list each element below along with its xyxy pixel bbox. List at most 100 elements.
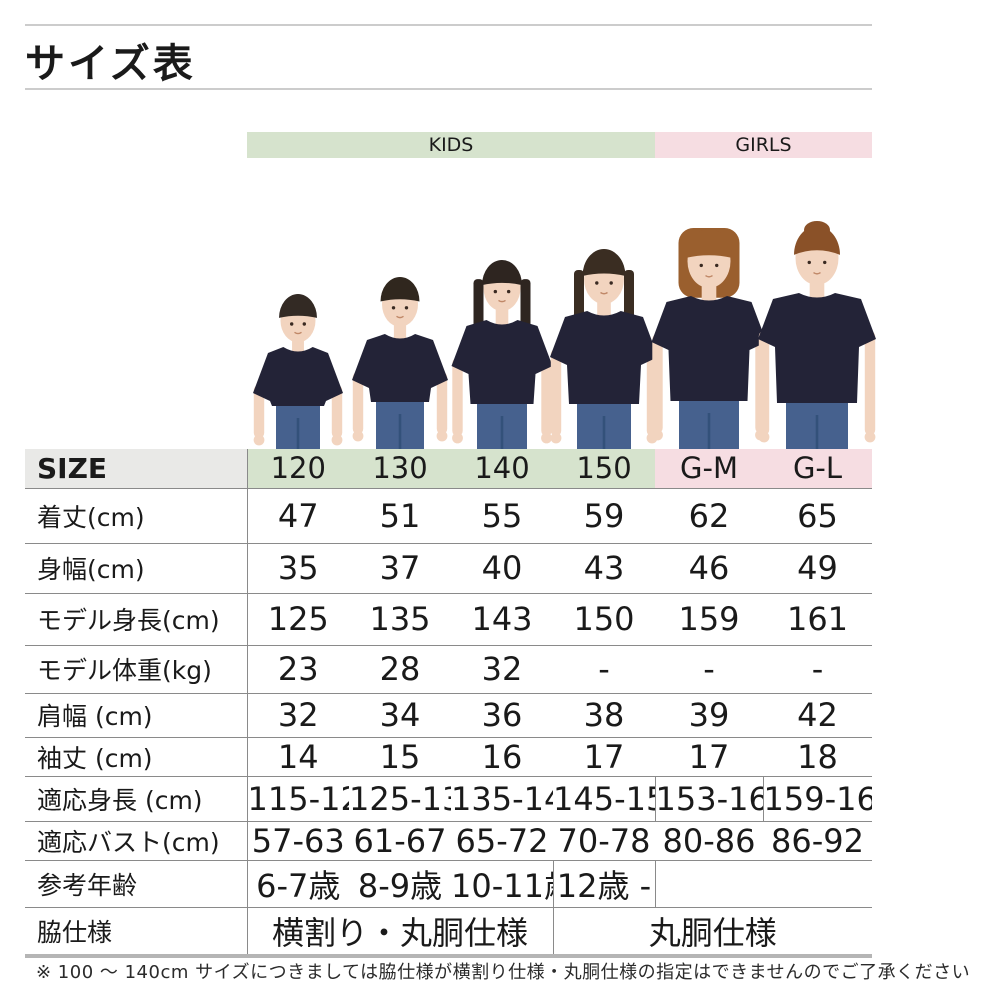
- data-cell: 65: [763, 488, 872, 544]
- data-cell: 51: [349, 488, 451, 544]
- data-cell: 153-160: [654, 776, 764, 822]
- data-cell: 57-63: [247, 821, 349, 861]
- data-cell: 70-78: [553, 821, 655, 861]
- data-cell: 17: [553, 737, 655, 777]
- data-cell: 42: [763, 693, 872, 738]
- data-cell: 46: [655, 543, 763, 594]
- col-header-140: 140: [451, 449, 553, 489]
- table-row: 脇仕様 横割り・丸胴仕様 丸胴仕様: [25, 907, 872, 958]
- group-header-kids: KIDS: [247, 132, 655, 158]
- page-title: サイズ表: [25, 41, 196, 87]
- data-cell: 150: [553, 593, 655, 646]
- footnote: ※ 100 ～ 140cm サイズにつきましては脇仕様が横割り仕様・丸胴仕様の指…: [36, 962, 971, 983]
- col-header-g-l: G-L: [763, 449, 872, 489]
- data-cell: 12歳 -: [552, 860, 656, 908]
- data-cell: 159-166: [763, 776, 872, 822]
- row-label: 身幅(cm): [25, 543, 248, 594]
- row-label: モデル身長(cm): [25, 593, 248, 646]
- data-cell: 86-92: [763, 821, 872, 861]
- table-row: 適応身長 (cm) 115-125 125-135 135-145 145-15…: [25, 776, 872, 822]
- row-label: 着丈(cm): [25, 488, 248, 544]
- title-rule-bottom: [25, 88, 872, 90]
- row-label: 参考年齢: [25, 860, 248, 908]
- data-cell: 49: [763, 543, 872, 594]
- data-cell: 61-67: [349, 821, 451, 861]
- data-cell: 62: [655, 488, 763, 544]
- col-header-130: 130: [349, 449, 451, 489]
- col-header-g-m: G-M: [655, 449, 763, 489]
- data-cell: 17: [655, 737, 763, 777]
- table-row: 適応バスト(cm) 57-63 61-67 65-72 70-78 80-86 …: [25, 821, 872, 861]
- model-photo-120: [253, 294, 343, 449]
- data-cell: 39: [655, 693, 763, 738]
- col-header-150: 150: [553, 449, 655, 489]
- data-cell: 125: [247, 593, 349, 646]
- title-rule-top: [25, 24, 872, 26]
- col-header-120: 120: [247, 449, 349, 489]
- row-label: 肩幅 (cm): [25, 693, 248, 738]
- data-cell: -: [553, 645, 655, 694]
- data-cell: 34: [349, 693, 451, 738]
- data-cell: -: [655, 645, 763, 694]
- data-cell: 15: [349, 737, 451, 777]
- models-photo-row: [253, 221, 876, 449]
- group-header-girls: GIRLS: [655, 132, 872, 158]
- data-cell: 28: [349, 645, 451, 694]
- size-table: SIZE 120 130 140 150 G-M G-L 着丈(cm) 47 5…: [25, 449, 872, 958]
- model-photo-G-M: [651, 228, 767, 449]
- table-row: 袖丈 (cm) 14 15 16 17 17 18: [25, 737, 872, 777]
- data-cell: 36: [451, 693, 553, 738]
- data-cell: 32: [451, 645, 553, 694]
- model-photo-G-L: [758, 221, 876, 449]
- data-cell: 80-86: [655, 821, 763, 861]
- data-cell: 8-9歳: [349, 860, 451, 908]
- data-cell: 55: [451, 488, 553, 544]
- data-cell: 143: [451, 593, 553, 646]
- table-row: 肩幅 (cm) 32 34 36 38 39 42: [25, 693, 872, 738]
- row-label: 適応身長 (cm): [25, 776, 248, 822]
- table-row: 身幅(cm) 35 37 40 43 46 49: [25, 543, 872, 594]
- model-photo-150: [550, 249, 658, 449]
- data-cell: 145-155: [553, 776, 655, 822]
- row-label: 適応バスト(cm): [25, 821, 248, 861]
- row-label: モデル体重(kg): [25, 645, 248, 694]
- data-cell: 159: [655, 593, 763, 646]
- data-cell: 161: [763, 593, 872, 646]
- data-cell: 59: [553, 488, 655, 544]
- data-cell: 35: [247, 543, 349, 594]
- row-label: 袖丈 (cm): [25, 737, 248, 777]
- data-cell: [763, 860, 872, 908]
- data-cell: 135: [349, 593, 451, 646]
- data-cell-girls-side-spec: 丸胴仕様: [552, 907, 872, 958]
- data-cell: 125-135: [349, 776, 451, 822]
- data-cell: 16: [451, 737, 553, 777]
- size-header-cell: SIZE: [25, 449, 248, 489]
- size-header-row: SIZE 120 130 140 150 G-M G-L: [25, 449, 872, 489]
- data-cell: 18: [763, 737, 872, 777]
- data-cell: 14: [247, 737, 349, 777]
- data-cell: 47: [247, 488, 349, 544]
- data-cell: 32: [247, 693, 349, 738]
- data-cell: 23: [247, 645, 349, 694]
- data-cell: 115-125: [247, 776, 349, 822]
- data-cell-kids-side-spec: 横割り・丸胴仕様: [247, 907, 553, 958]
- data-cell: 40: [451, 543, 553, 594]
- models-illustration: [0, 0, 1000, 449]
- table-row: モデル体重(kg) 23 28 32 - - -: [25, 645, 872, 694]
- data-cell: [655, 860, 763, 908]
- data-cell: 135-145: [451, 776, 553, 822]
- data-cell: 38: [553, 693, 655, 738]
- data-cell: 65-72: [451, 821, 553, 861]
- data-cell: 43: [553, 543, 655, 594]
- table-row: モデル身長(cm) 125 135 143 150 159 161: [25, 593, 872, 646]
- table-row: 参考年齢 6-7歳 8-9歳 10-11歳 12歳 -: [25, 860, 872, 908]
- table-row: 着丈(cm) 47 51 55 59 62 65: [25, 488, 872, 544]
- data-cell: 6-7歳: [247, 860, 349, 908]
- model-photo-140: [451, 259, 553, 449]
- row-label: 脇仕様: [25, 907, 248, 958]
- data-cell: -: [763, 645, 872, 694]
- model-photo-130: [352, 277, 448, 449]
- data-cell: 37: [349, 543, 451, 594]
- data-cell: 10-11歳: [451, 860, 553, 908]
